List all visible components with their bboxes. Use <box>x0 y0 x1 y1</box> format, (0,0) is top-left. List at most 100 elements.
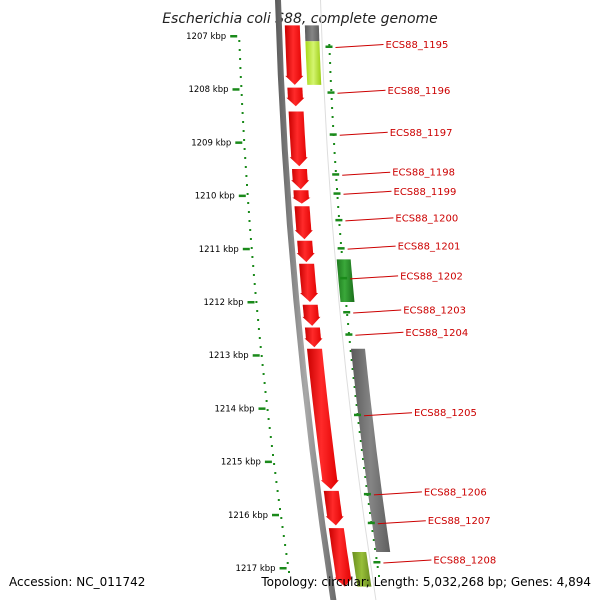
kbp-tick <box>252 354 260 357</box>
gene-tick <box>335 218 343 222</box>
kbp-label: 1210 kbp <box>195 192 235 202</box>
tick-dot <box>333 143 336 145</box>
tick-dot <box>268 427 271 429</box>
tick-dot <box>279 508 281 510</box>
tick-dot <box>340 251 343 253</box>
forward-gene-7 <box>299 263 319 302</box>
tick-dot <box>258 337 261 339</box>
forward-gene-0 <box>284 25 304 85</box>
tick-dot <box>339 233 342 235</box>
tick-dot <box>244 166 247 168</box>
tick-dot <box>250 247 253 249</box>
tick-dot <box>357 422 360 424</box>
tick-dot <box>349 350 352 352</box>
tick-dot <box>285 553 288 555</box>
gene-label: ECS88_1203 <box>403 306 466 317</box>
tick-dot <box>255 301 258 303</box>
forward-gene-10 <box>307 348 339 490</box>
gene-tick <box>367 521 375 525</box>
tick-dot <box>375 557 378 559</box>
tick-dot <box>248 220 251 222</box>
tick-dot <box>272 454 274 456</box>
tick-dot <box>257 328 260 330</box>
tick-dot <box>351 368 354 370</box>
forward-gene-8 <box>302 304 321 326</box>
kbp-tick <box>242 247 250 251</box>
gene-labels: ECS88_1195 ECS88_1196 ECS88_1197 ECS88_1198… <box>325 40 496 567</box>
tick-dot <box>238 40 241 42</box>
tick-dot <box>330 98 333 100</box>
tick-dot <box>282 535 285 537</box>
tick-dot <box>245 175 248 177</box>
gene-tick <box>337 247 345 250</box>
tick-dot <box>286 562 289 564</box>
gene-tick <box>343 311 351 314</box>
kbp-label: 1211 kbp <box>199 245 239 255</box>
tick-dot <box>374 548 377 550</box>
tick-dot <box>239 58 242 60</box>
forward-gene-track <box>284 25 353 587</box>
annotation-track <box>304 25 391 587</box>
tick-dot <box>251 256 254 258</box>
kbp-label: 1217 kbp <box>236 564 276 574</box>
gene-label: ECS88_1201 <box>398 242 461 253</box>
kbp-ruler: 1207 kbp 1208 kbp 1209 kbp 1210 kbp 1211 kbp… <box>186 32 287 574</box>
accession-text: Accession: NC_011742 <box>9 575 145 589</box>
gene-leader-line <box>345 217 394 222</box>
gene-tick <box>327 91 335 94</box>
gene-label: ECS88_1202 <box>400 271 463 282</box>
gene-label: ECS88_1195 <box>386 40 449 51</box>
kbp-label: 1215 kbp <box>221 458 261 468</box>
tick-dot <box>348 341 351 343</box>
gene-label: ECS88_1205 <box>414 408 477 419</box>
tick-dot <box>329 80 332 82</box>
tick-dot <box>331 116 334 118</box>
kbp-label: 1209 kbp <box>191 138 231 148</box>
annotation-segment-3 <box>352 552 372 587</box>
topology-text: Topology: circular; Length: 5,032,268 bp… <box>260 575 591 589</box>
tick-dot <box>256 310 259 312</box>
tick-dot <box>249 238 252 240</box>
gene-tick <box>345 333 353 336</box>
gene-leader-line <box>337 89 386 94</box>
tick-dot <box>252 265 255 267</box>
kbp-label: 1208 kbp <box>188 85 228 95</box>
tick-dot <box>288 571 290 573</box>
tick-dot <box>362 458 364 460</box>
gene-label: ECS88_1199 <box>394 187 457 198</box>
gene-label: ECS88_1198 <box>392 168 455 179</box>
tick-dot <box>242 121 245 123</box>
tick-dot <box>367 503 370 505</box>
gene-leader-line <box>335 44 384 48</box>
forward-gene-1 <box>286 87 305 107</box>
reverse-gene-track <box>336 259 355 302</box>
tick-dot <box>336 197 339 199</box>
gene-leader-line <box>373 491 422 496</box>
tick-dot <box>347 323 350 325</box>
tick-dot <box>335 179 338 181</box>
gene-leader-line <box>377 520 426 525</box>
tick-dot <box>376 566 379 568</box>
backbone-track <box>275 0 377 600</box>
tick-dot <box>334 170 337 172</box>
tick-dot <box>265 400 268 402</box>
tick-dot <box>334 161 337 163</box>
tick-dot <box>276 490 279 492</box>
tick-dot <box>273 463 276 465</box>
forward-gene-12 <box>328 528 353 587</box>
annotation-segment-0 <box>304 25 320 42</box>
kbp-tick <box>247 301 255 304</box>
tick-dot <box>331 107 334 109</box>
gene-label: ECS88_1197 <box>390 128 453 139</box>
tick-dot <box>243 148 246 150</box>
tick-dot <box>372 539 375 541</box>
kbp-label: 1207 kbp <box>186 32 226 42</box>
kbp-label: 1214 kbp <box>214 404 254 414</box>
gene-leader-line <box>353 309 402 314</box>
tick-dot <box>264 391 267 393</box>
forward-gene-2 <box>288 111 308 167</box>
tick-dot <box>284 544 287 546</box>
tick-dot <box>241 103 244 105</box>
forward-gene-4 <box>292 190 311 204</box>
